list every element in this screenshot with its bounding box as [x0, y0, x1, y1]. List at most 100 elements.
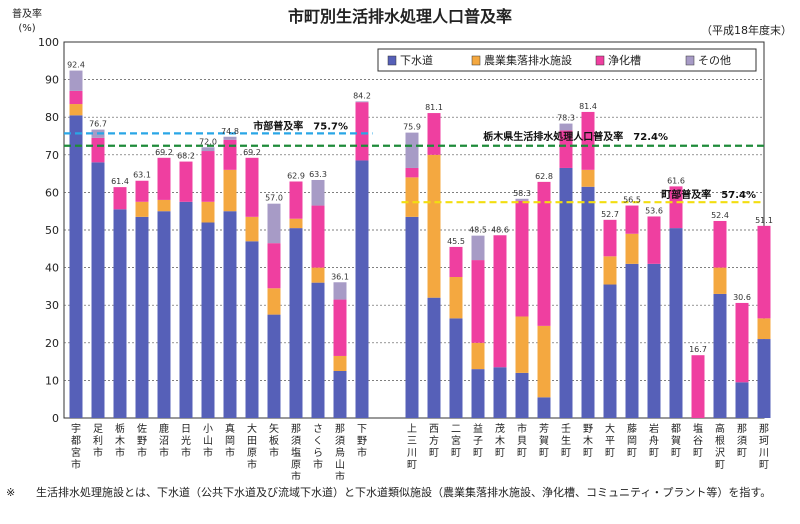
category-labels: 宇都宮市 足利市 栃木市 佐野市 鹿沼市 日光市 小山市 真岡市 大田原市 矢板市 那須塩原市 さくら… [71, 422, 769, 480]
y-tick-label: 30 [45, 299, 59, 312]
bar-value-label: 56.5 [623, 196, 641, 205]
bar-segment [603, 219, 617, 257]
bar-value-label: 76.7 [89, 120, 107, 129]
bar-segment [311, 267, 325, 283]
legend-swatch [685, 55, 695, 66]
bar-segment [355, 102, 369, 161]
bar-segment [471, 260, 485, 343]
bar-segment [405, 216, 419, 418]
legend-box [377, 48, 757, 72]
bar-segment [289, 218, 303, 229]
bar-value-label: 92.4 [67, 61, 85, 70]
bar-segment [289, 228, 303, 418]
bar-value-label: 81.1 [425, 103, 443, 112]
bar-value-label: 61.4 [111, 177, 129, 186]
bar-value-label: 63.1 [133, 171, 151, 180]
bar-value-label: 62.8 [535, 172, 553, 181]
bar-segment [201, 147, 215, 152]
y-tick-label: 20 [45, 337, 59, 350]
y-tick-label: 60 [45, 186, 59, 199]
bar-segment [113, 187, 127, 210]
category-label: 茂木町 [495, 422, 505, 459]
bar-value-label: 81.4 [579, 102, 597, 111]
bar-segment [223, 139, 237, 170]
reference-line-label: 市部普及率 75.7% [253, 119, 348, 132]
y-tick-label: 40 [45, 262, 59, 275]
bar-value-label: 69.2 [155, 148, 173, 157]
bar-value-label: 30.6 [733, 293, 751, 302]
category-label: 大田原市 [247, 422, 257, 471]
y-tick-label: 10 [45, 374, 59, 387]
bar-segment [427, 154, 441, 298]
category-label: 宇都宮市 [71, 422, 81, 471]
bar-segment [669, 228, 683, 418]
y-tick-label: 90 [45, 74, 59, 87]
bar-segment [267, 203, 281, 244]
bar-segment [179, 161, 193, 202]
bar-segment [311, 282, 325, 418]
bar-segment [135, 216, 149, 418]
bar-segment [91, 162, 105, 418]
bar-segment [691, 355, 705, 418]
category-label: 壬生町 [561, 423, 571, 459]
legend-swatch [471, 55, 481, 66]
bar-segment [757, 318, 771, 340]
bar-segment [135, 180, 149, 202]
reference-line-label: 町部普及率 57.4% [661, 188, 756, 201]
category-label: 岩舟町 [649, 422, 659, 459]
bar-segment [581, 111, 595, 170]
bar-value-label: 16.7 [689, 345, 707, 354]
bar-segment [267, 288, 281, 315]
category-label: 上三川町 [407, 423, 417, 471]
bar-segment [427, 113, 441, 155]
bar-segment [515, 372, 529, 418]
bar-value-label: 53.6 [645, 206, 663, 215]
bar-segment [113, 209, 127, 418]
bar-value-label: 51.1 [755, 216, 773, 225]
bar-segment [559, 167, 573, 418]
category-label: 矢板市 [269, 422, 279, 459]
bar-value-label: 63.3 [309, 170, 327, 179]
category-label: 高根沢町 [715, 422, 725, 471]
legend-label: 浄化槽 [608, 53, 641, 67]
bar-segment [493, 235, 507, 368]
category-label: 西方町 [429, 424, 439, 459]
bar-segment [581, 186, 595, 418]
category-label: 鹿沼市 [159, 422, 169, 459]
bar-segment [405, 177, 419, 217]
bar-value-label: 48.6 [491, 225, 509, 234]
bar-segment [157, 199, 171, 212]
bar-value-label: 75.9 [403, 123, 421, 132]
chart-title: 市町別生活排水処理人口普及率 [288, 7, 512, 26]
bar-segment [179, 201, 193, 418]
bar-segment [405, 132, 419, 168]
bar-segment [267, 243, 281, 289]
bar-value-label: 84.2 [353, 91, 371, 100]
bar-segment [355, 101, 369, 103]
bar-value-label: 36.1 [331, 272, 349, 281]
bar-segment [157, 211, 171, 418]
bar-value-label: 72.0 [199, 137, 217, 146]
y-axis-label: 普及率 [12, 7, 42, 20]
bars [69, 70, 771, 418]
bar-segment [267, 314, 281, 418]
bar-segment [515, 316, 529, 373]
bar-segment [669, 186, 683, 229]
category-label: 那須烏山市 [335, 423, 345, 480]
bar-value-label: 62.9 [287, 171, 305, 180]
category-label: 芳賀町 [539, 422, 549, 459]
bar-segment [69, 90, 83, 105]
category-label: 足利市 [93, 423, 103, 459]
bar-segment [223, 169, 237, 212]
reference-lines: 市部普及率 75.7% 栃木県生活排水処理人口普及率 72.4% 町部普及率 57.… [64, 119, 764, 204]
y-tick-label: 80 [45, 111, 59, 124]
bar-value-label: 58.3 [513, 189, 531, 198]
bar-segment [449, 246, 463, 277]
bar-segment [471, 342, 485, 370]
footnote-text: 生活排水処理施設とは、下水道（公共下水道及び流域下水道）と下水道類似施設（農業集… [36, 486, 772, 499]
bar-segment [559, 130, 573, 168]
bar-segment [333, 371, 347, 418]
bar-segment [537, 325, 551, 398]
y-tick-label: 0 [52, 412, 59, 425]
bar-segment [201, 222, 215, 418]
